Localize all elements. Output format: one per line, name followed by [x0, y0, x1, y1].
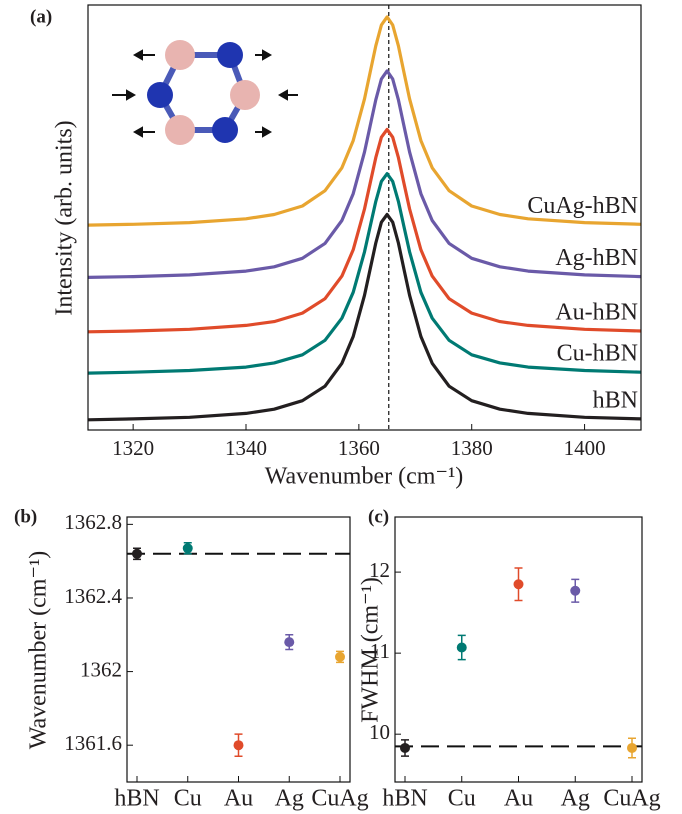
series-label: Ag-hBN: [555, 245, 638, 271]
axes-frame: [87, 4, 642, 431]
data-point: [456, 642, 467, 653]
data-point: [513, 579, 524, 590]
y-tick-label: 12: [369, 558, 390, 582]
spectrum-line: [87, 15, 642, 227]
x-tick-label: CuAg: [603, 786, 660, 812]
spectrum-line: [87, 69, 642, 279]
x-tick-label: 1380: [451, 436, 493, 460]
y-axis-label: Intensity (arb. units): [52, 120, 78, 315]
y-axis-label: FWHM (cm⁻¹): [358, 577, 384, 723]
panel-label: (c): [368, 506, 389, 527]
x-tick-label: Au: [224, 786, 253, 812]
data-point: [570, 585, 581, 596]
data-point: [400, 742, 410, 753]
spectrum-line: [87, 212, 642, 422]
x-tick-label: hBN: [382, 786, 427, 812]
data-point: [335, 651, 345, 662]
x-tick-label: CuAg: [311, 786, 368, 812]
x-tick-label: 1360: [338, 436, 380, 460]
panel-label: (a): [30, 6, 52, 27]
inset-molecule: [112, 40, 298, 145]
series-label: Cu-hBN: [557, 341, 638, 367]
series-label: CuAg-hBN: [527, 193, 638, 219]
data-point: [132, 548, 142, 559]
data-point: [284, 637, 295, 648]
series-label: Au-hBN: [555, 299, 638, 325]
x-tick-label: Cu: [448, 786, 476, 812]
x-tick-label: 1340: [225, 436, 267, 460]
x-tick-label: 1320: [112, 436, 154, 460]
spectrum-line: [87, 172, 642, 375]
data-point: [627, 742, 637, 753]
x-tick-label: Au: [504, 786, 533, 812]
x-tick-label: Ag: [275, 786, 304, 812]
x-tick-label: hBN: [114, 786, 159, 812]
spectrum-line: [87, 127, 642, 334]
axes-frame: [394, 516, 643, 783]
axes-frame: [126, 516, 351, 783]
x-tick-label: Ag: [561, 786, 590, 812]
x-tick-label: Cu: [174, 786, 202, 812]
panel-label: (b): [14, 506, 37, 527]
data-point: [233, 740, 244, 751]
series-label: hBN: [593, 387, 638, 413]
y-axis-label: Wavenumber (cm⁻¹): [26, 551, 52, 750]
y-tick-label: 1362: [80, 657, 122, 681]
y-tick-label: 11: [370, 639, 390, 663]
data-point: [182, 543, 193, 554]
y-tick-label: 1362.8: [64, 510, 122, 534]
y-tick-label: 1362.4: [64, 584, 122, 608]
x-tick-label: 1400: [564, 436, 606, 460]
y-tick-label: 10: [369, 720, 390, 744]
y-tick-label: 1361.6: [64, 731, 122, 755]
x-axis-label: Wavenumber (cm⁻¹): [265, 464, 464, 490]
